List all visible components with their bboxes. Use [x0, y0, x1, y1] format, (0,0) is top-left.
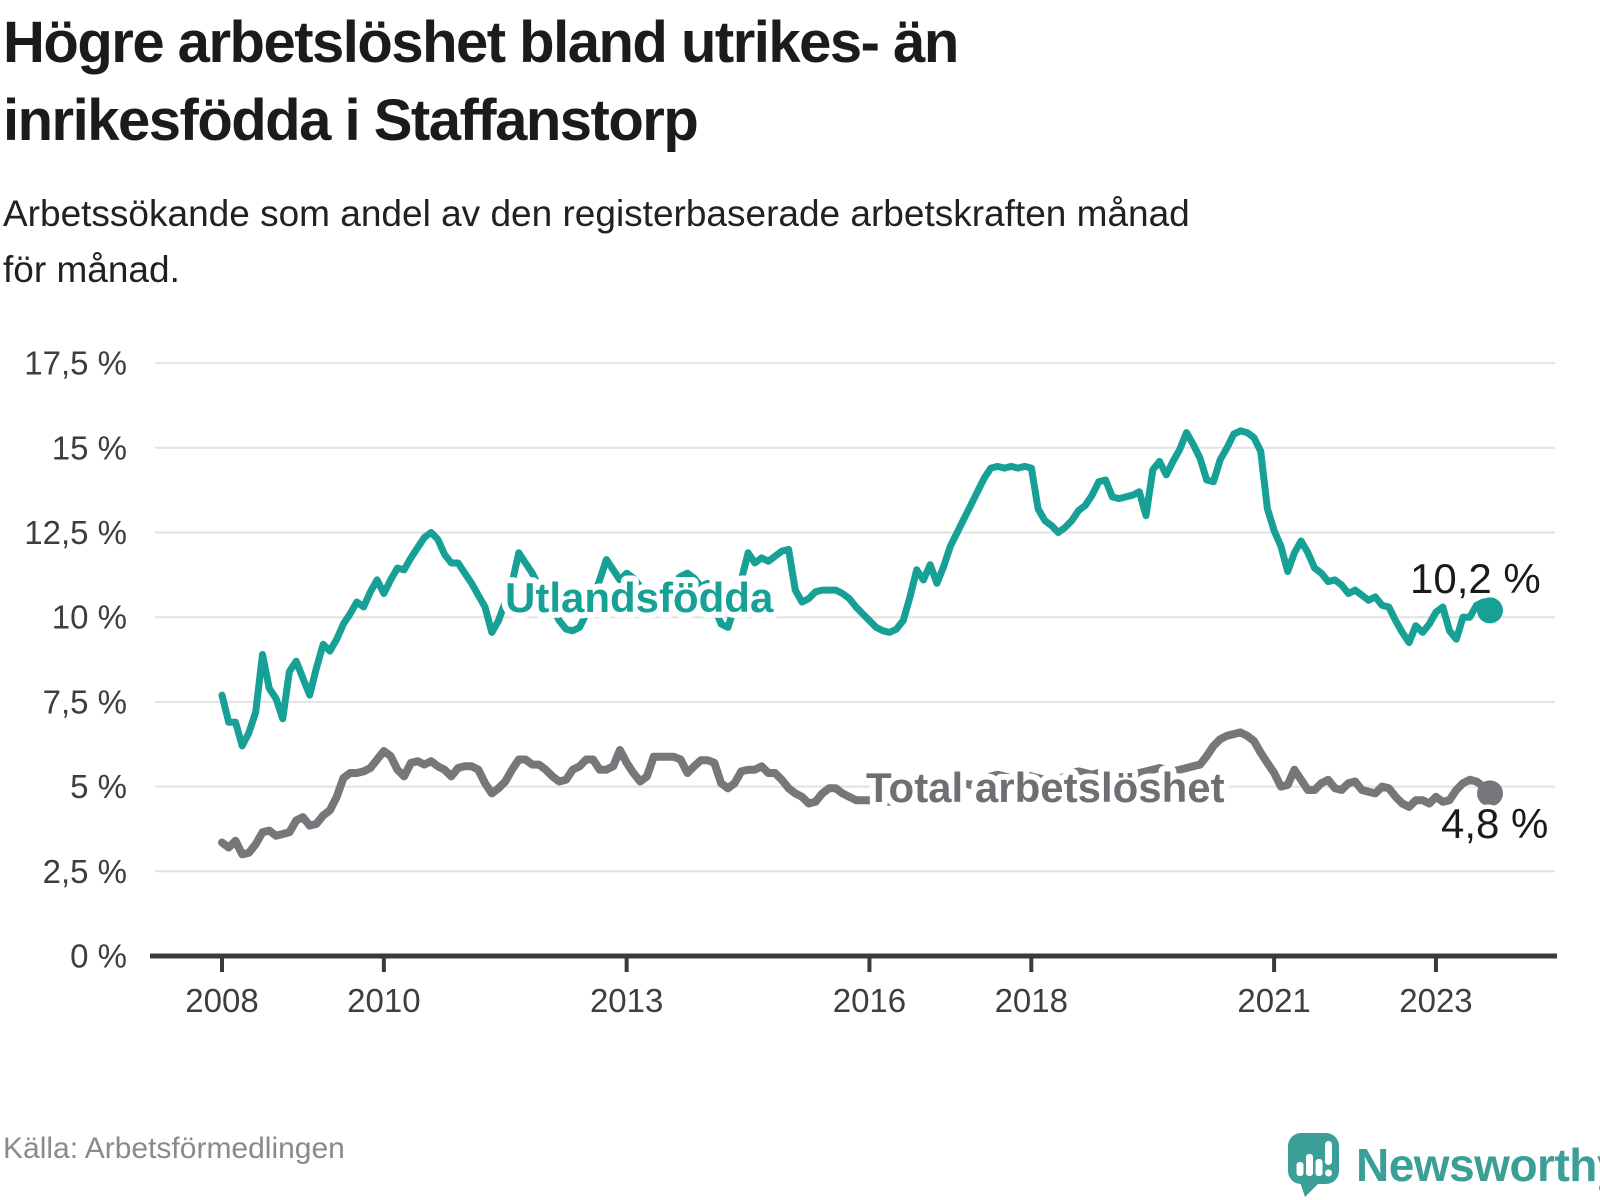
svg-text:2021: 2021 [1237, 982, 1310, 1019]
svg-text:0 %: 0 % [70, 938, 127, 975]
end-value-label-utlandsfodda: 10,2 % [1410, 555, 1541, 602]
svg-text:5 %: 5 % [70, 768, 127, 805]
series-line-utlandsfodda [218, 427, 1494, 750]
x-axis-labels: 2008 2010 2013 2016 2018 2021 2023 [185, 982, 1472, 1019]
page-subtitle: Arbetssökande som andel av den registerb… [3, 186, 1563, 298]
series-label-total-arbetsloshet: Total arbetslöshet [866, 764, 1225, 811]
brand-logo: Newsworthy [1288, 1132, 1600, 1198]
y-axis-labels: 0 % 2,5 % 5 % 7,5 % 10 % 12,5 % 15 % 17,5 % [24, 345, 127, 975]
svg-text:2016: 2016 [833, 982, 906, 1019]
page-title-line2: inrikesfödda i Staffanstorp [3, 88, 699, 154]
svg-text:7,5 %: 7,5 % [43, 683, 127, 720]
series-label-utlandsfodda: Utlandsfödda [505, 574, 774, 621]
series-endpoint-total-arbetsloshet [1477, 780, 1503, 807]
svg-text:10 %: 10 % [52, 599, 127, 636]
svg-text:2018: 2018 [995, 982, 1068, 1019]
svg-text:15 %: 15 % [52, 429, 127, 466]
newsworthy-icon [1288, 1133, 1339, 1197]
source-note: Källa: Arbetsförmedlingen [3, 1132, 345, 1165]
svg-text:2023: 2023 [1399, 982, 1472, 1019]
page-title: Högre arbetslöshet bland utrikes- än inr… [3, 4, 1303, 161]
series-endpoint-utlandsfodda [1477, 597, 1503, 624]
end-value-label-total-arbetsloshet: 4,8 % [1441, 800, 1548, 847]
svg-text:17,5 %: 17,5 % [24, 345, 127, 382]
gridlines [155, 362, 1555, 873]
svg-text:2013: 2013 [590, 982, 663, 1019]
series-line-total-arbetsloshet [218, 728, 1494, 859]
brand-name: Newsworthy [1356, 1139, 1600, 1191]
page-subtitle-line2: för månad. [3, 249, 180, 291]
svg-text:12,5 %: 12,5 % [24, 514, 127, 551]
x-axis-ticks [220, 958, 1438, 972]
page-subtitle-line1: Arbetssökande som andel av den registerb… [3, 193, 1190, 234]
svg-text:2010: 2010 [347, 982, 420, 1019]
svg-text:2,5 %: 2,5 % [43, 853, 127, 890]
page-title-line1: Högre arbetslöshet bland utrikes- än [3, 10, 959, 75]
svg-text:2008: 2008 [185, 982, 258, 1019]
